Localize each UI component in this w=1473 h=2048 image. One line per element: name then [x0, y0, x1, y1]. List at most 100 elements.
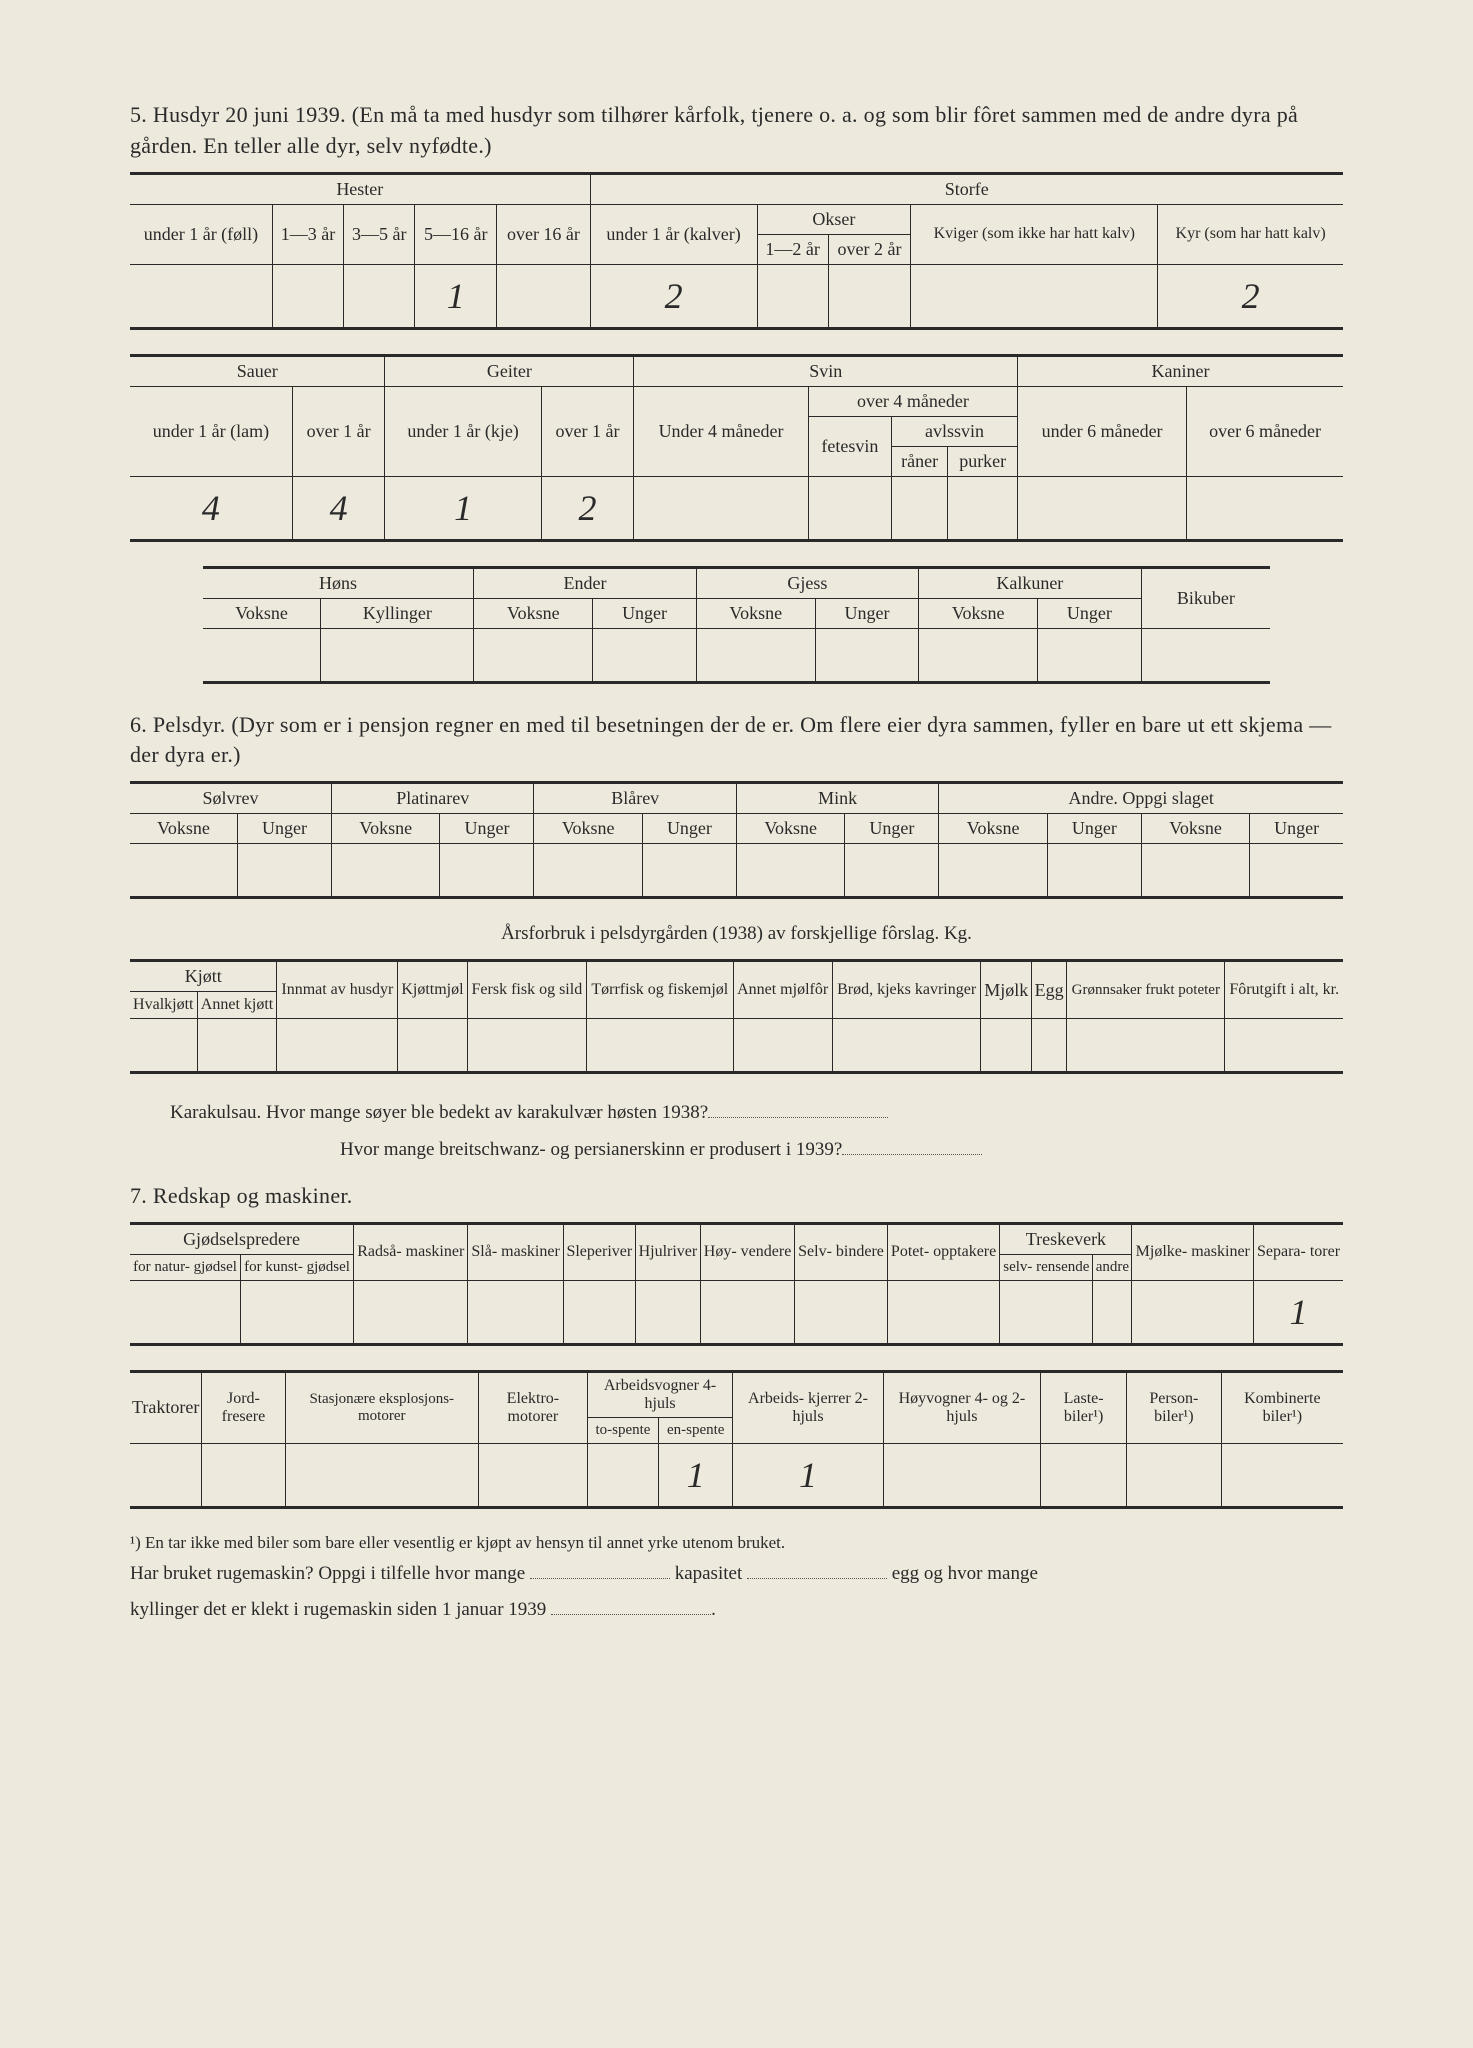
section5-title: 5. Husdyr 20 juni 1939. (En må ta med hu… — [130, 100, 1343, 162]
col-kanin-over6: over 6 måneder — [1187, 386, 1343, 476]
torrfisk-h: Tørrfisk og fiskemjøl — [587, 961, 733, 1019]
v-gjess-2 — [815, 628, 918, 682]
p5 — [534, 844, 642, 898]
r2-9 — [1127, 1443, 1222, 1507]
geiter-header: Geiter — [385, 355, 634, 386]
f8 — [832, 1019, 981, 1073]
innmat-h: Innmat av husdyr — [277, 961, 398, 1019]
p10 — [1047, 844, 1141, 898]
c-hons-k: Kyllinger — [321, 598, 474, 628]
val-3-5 — [344, 264, 415, 328]
mjolk-h: Mjølk — [981, 961, 1032, 1019]
val-purker — [948, 476, 1018, 540]
col-okser-1-2: 1—2 år — [757, 234, 828, 264]
p2 — [238, 844, 332, 898]
val-geit-over1: 2 — [541, 476, 634, 540]
c5: Voksne — [534, 814, 642, 844]
sleperiver-h: Sleperiver — [563, 1223, 635, 1280]
r2-4 — [587, 1443, 658, 1507]
r2-10 — [1221, 1443, 1343, 1507]
gron-h: Grønnsaker frukt poteter — [1067, 961, 1225, 1019]
p9 — [939, 844, 1047, 898]
arbeidsvogner-h: Arbeidsvogner 4-hjuls — [587, 1371, 733, 1417]
kunst-h: for kunst- gjødsel — [241, 1254, 354, 1280]
f1 — [130, 1019, 197, 1073]
r2-2 — [285, 1443, 479, 1507]
egg-h: Egg — [1032, 961, 1067, 1019]
v-kalk-2 — [1038, 628, 1141, 682]
val-over16 — [497, 264, 590, 328]
table-hons: Høns Ender Gjess Kalkuner Bikuber Voksne… — [203, 566, 1270, 684]
v-hons-2 — [321, 628, 474, 682]
karakul-line2: Hvor mange breitschwanz- og persianerski… — [340, 1135, 1343, 1165]
r2-3 — [479, 1443, 588, 1507]
r2-7 — [883, 1443, 1041, 1507]
hjulriver-h: Hjulriver — [635, 1223, 700, 1280]
r1-8 — [887, 1280, 1000, 1344]
stasjon-h: Stasjonære eksplosjons- motorer — [285, 1371, 479, 1443]
census-form-page: 5. Husdyr 20 juni 1939. (En må ta med hu… — [0, 0, 1473, 2048]
r2-5: 1 — [659, 1443, 733, 1507]
section6-title: 6. Pelsdyr. (Dyr som er i pensjon regner… — [130, 710, 1343, 772]
val-fetesvin — [808, 476, 891, 540]
r1-11 — [1132, 1280, 1254, 1344]
val-kyr: 2 — [1158, 264, 1343, 328]
blarev-h: Blårev — [534, 783, 736, 814]
okser-header: Okser — [757, 204, 911, 234]
mink-h: Mink — [736, 783, 938, 814]
col-kanin-under6: under 6 måneder — [1018, 386, 1187, 476]
avlssvin-header: avlssvin — [891, 416, 1017, 446]
val-okser-over2 — [828, 264, 911, 328]
potet-h: Potet- opptakere — [887, 1223, 1000, 1280]
val-kanin-o6 — [1187, 476, 1343, 540]
col-foll: under 1 år (føll) — [130, 204, 272, 264]
separa-h: Separa- torer — [1254, 1223, 1343, 1280]
table-sauer-geiter: Sauer Geiter Svin Kaniner under 1 år (la… — [130, 354, 1343, 542]
p3 — [332, 844, 440, 898]
traktorer-h: Traktorer — [130, 1371, 202, 1443]
c-gjess-u: Unger — [815, 598, 918, 628]
c1: Voksne — [130, 814, 238, 844]
table-redskap1: Gjødselspredere Radså- maskiner Slå- mas… — [130, 1222, 1343, 1346]
val-kviger — [911, 264, 1158, 328]
f6 — [587, 1019, 733, 1073]
p7 — [736, 844, 844, 898]
svin-header: Svin — [634, 355, 1018, 386]
r1-12: 1 — [1254, 1280, 1343, 1344]
col-kje: under 1 år (kje) — [385, 386, 541, 476]
r1-6 — [700, 1280, 794, 1344]
section7-title: 7. Redskap og maskiner. — [130, 1181, 1343, 1212]
annetmjol-h: Annet mjølfôr — [733, 961, 832, 1019]
radsa-h: Radså- maskiner — [354, 1223, 468, 1280]
col-geit-over1: over 1 år — [541, 386, 634, 476]
annetkjott-h: Annet kjøtt — [197, 992, 277, 1019]
kaniner-header: Kaniner — [1018, 355, 1343, 386]
c7: Voksne — [736, 814, 844, 844]
col-kyr: Kyr (som har hatt kalv) — [1158, 204, 1343, 264]
f9 — [981, 1019, 1032, 1073]
f7 — [733, 1019, 832, 1073]
jordfresere-h: Jord- fresere — [202, 1371, 285, 1443]
f10 — [1032, 1019, 1067, 1073]
c-kalk-v: Voksne — [919, 598, 1038, 628]
kalkuner-header: Kalkuner — [919, 567, 1141, 598]
c9: Voksne — [939, 814, 1047, 844]
r1-3 — [468, 1280, 563, 1344]
val-kalver: 2 — [590, 264, 757, 328]
personbiler-h: Person- biler¹) — [1127, 1371, 1222, 1443]
natur-h: for natur- gjødsel — [130, 1254, 241, 1280]
selvrens-h: selv- rensende — [1000, 1254, 1093, 1280]
mjolke-h: Mjølke- maskiner — [1132, 1223, 1254, 1280]
bikuber-header: Bikuber — [1141, 567, 1270, 628]
hoyvendere-h: Høy- vendere — [700, 1223, 794, 1280]
c3: Voksne — [332, 814, 440, 844]
p12 — [1250, 844, 1343, 898]
storfe-header: Storfe — [590, 173, 1343, 204]
karakul-line1: Karakulsau. Hvor mange søyer ble bedekt … — [170, 1098, 1343, 1128]
val-okser-1-2 — [757, 264, 828, 328]
val-foll — [130, 264, 272, 328]
val-lam: 4 — [130, 476, 292, 540]
table-redskap2: Traktorer Jord- fresere Stasjonære ekspl… — [130, 1370, 1343, 1509]
kombinerte-h: Kombinerte biler¹) — [1221, 1371, 1343, 1443]
c4: Unger — [440, 814, 534, 844]
